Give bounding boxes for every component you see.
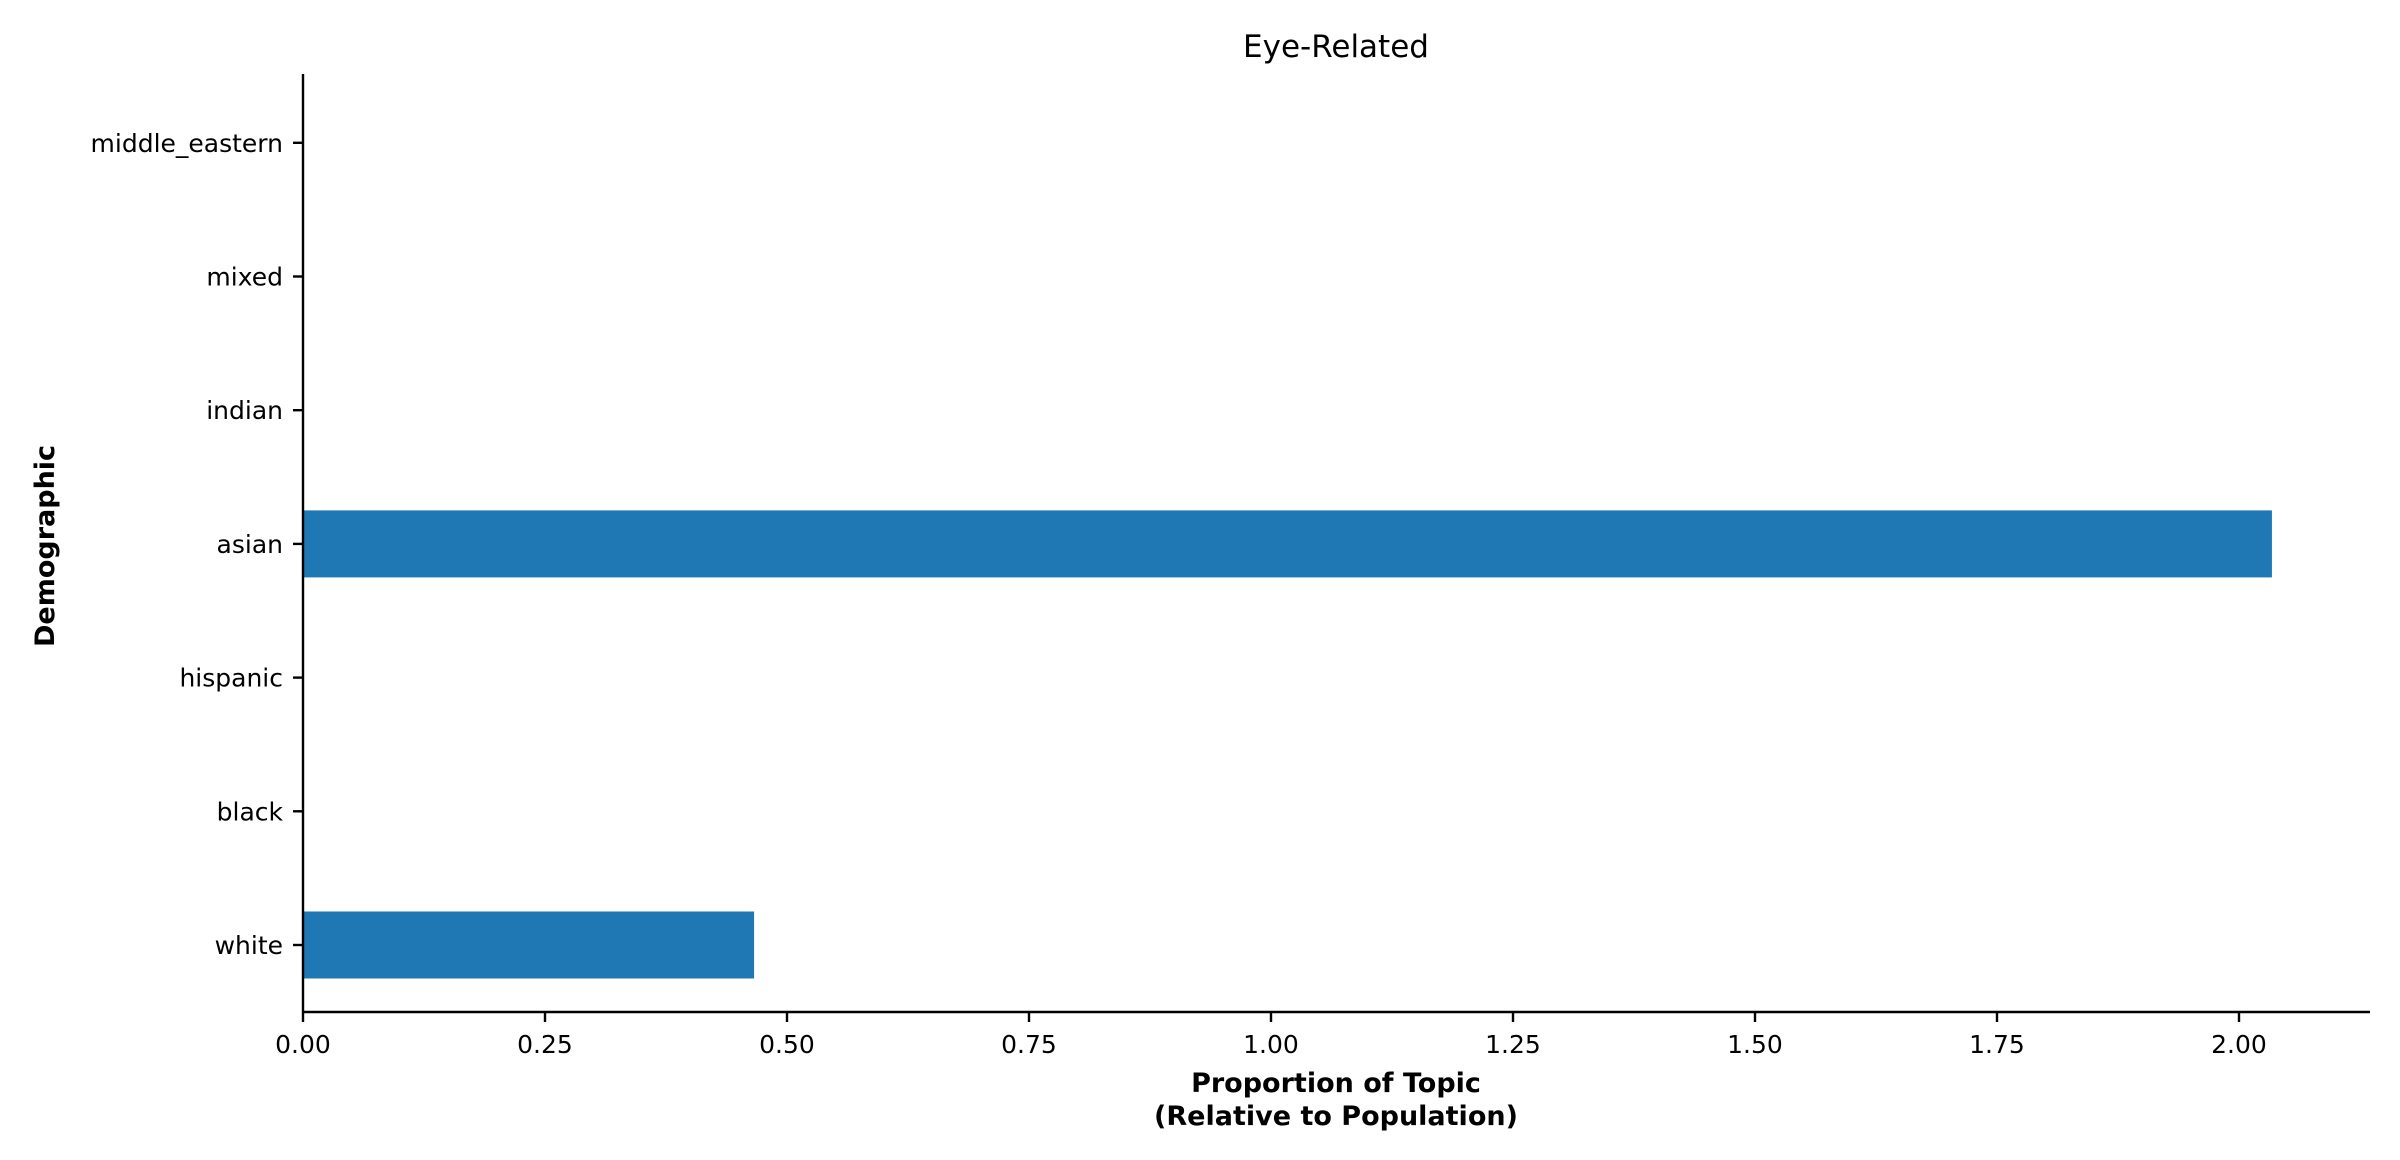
bars-group — [303, 510, 2272, 979]
y-axis-title: Demographic — [30, 445, 61, 647]
chart-title: Eye-Related — [1243, 29, 1429, 65]
y-tick-label: middle_eastern — [91, 129, 283, 158]
x-tick-label: 1.00 — [1243, 1030, 1299, 1059]
y-tick-label: mixed — [206, 263, 283, 292]
y-ticks-group: white black hispanic asian indian mixed middle… — [91, 129, 303, 960]
x-tick-label: 0.75 — [1001, 1030, 1057, 1059]
y-tick-label: white — [215, 931, 283, 960]
x-tick-label: 1.50 — [1727, 1030, 1783, 1059]
y-tick-label: black — [217, 797, 284, 826]
x-axis-title-line-2: (Relative to Population) — [1154, 1101, 1518, 1132]
x-tick-label: 0.50 — [759, 1030, 815, 1059]
x-tick-label: 0.00 — [275, 1030, 331, 1059]
x-tick-label: 1.25 — [1485, 1030, 1541, 1059]
y-tick-label: asian — [217, 530, 283, 559]
y-tick-label: indian — [206, 396, 283, 425]
y-tick-label: hispanic — [179, 664, 283, 693]
x-tick-label: 0.25 — [517, 1030, 573, 1059]
bar-white — [303, 911, 755, 979]
x-axis-title-line-1: Proportion of Topic — [1191, 1068, 1481, 1099]
x-tick-label: 2.00 — [2211, 1030, 2267, 1059]
x-ticks-group: 0.00 0.25 0.50 0.75 1.00 1.25 1.50 1.75 2.00 — [275, 1012, 2267, 1059]
x-tick-label: 1.75 — [1969, 1030, 2025, 1059]
bar-asian — [303, 510, 2272, 578]
